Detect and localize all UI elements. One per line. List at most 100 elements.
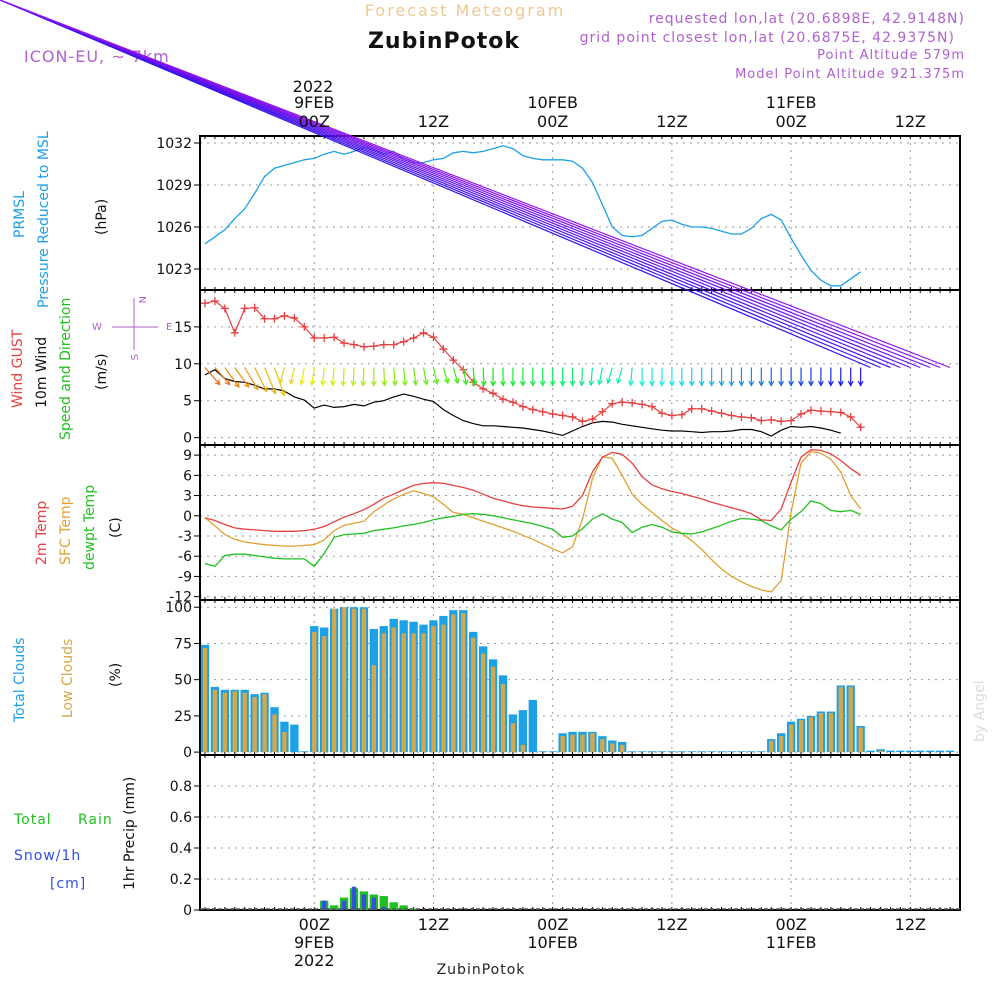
wind-arrow-head [510,380,516,387]
gust-marker [240,304,249,313]
total-cloud-bar [677,751,687,753]
bottom-time-label: 12Z [895,915,926,934]
bottom-time-label: 12Z [656,915,687,934]
wind-arrow-head [500,380,506,387]
y-tick-label: 1023 [156,262,192,278]
gust-marker [528,405,537,414]
low-cloud-bar [480,653,486,753]
bottom-time-label: 9FEB [294,933,334,952]
snow-bar [321,900,327,910]
low-cloud-bar [828,712,834,753]
gust-marker [648,402,657,411]
gust-marker [250,303,259,312]
panel-wind: 0 5 10 15 [0,0,961,447]
gust-marker [757,416,766,425]
gust-marker [677,410,686,419]
gust-marker [538,407,547,416]
gust-marker [826,407,835,416]
low-cloud-bar [262,694,267,753]
gust-marker [657,409,666,418]
gust-marker [349,340,358,349]
wind-direction-arrow [0,0,911,369]
gust-marker [806,406,815,415]
bottom-time-label: 00Z [299,915,330,934]
total-cloud-bar [896,750,905,753]
gust-marker [290,314,299,323]
low-cloud-bar [341,607,347,753]
wind-direction-arrow [322,367,325,386]
precip-snow-label: Snow/1h [14,848,81,864]
gust-marker [220,304,229,313]
gust-marker [608,399,617,408]
watermark: by Angel [972,681,988,742]
rain-bar [379,896,388,910]
y-tick-label: 6 [183,468,192,484]
total-cloud-bar [528,699,537,753]
wind-direction-arrow [581,367,584,386]
low-cloud-bar [312,631,317,753]
wind-direction-arrow [432,367,438,384]
chart-title: Forecast Meteogram [365,1,565,20]
wind-direction-arrow [300,367,305,385]
wind-arrow-head [748,380,755,387]
precip-cm-label: [cm] [50,876,86,892]
cloud-unit: (%) [108,663,124,687]
rain-bar [329,905,339,910]
wind-arrow-head [360,380,367,387]
wind-arrow-head [253,384,259,391]
wind-direction-arrow [403,367,406,386]
gust-marker [489,389,498,398]
gust-marker [230,328,239,337]
wind-direction-arrow [0,0,931,369]
gust-marker [300,322,309,331]
gust-marker [707,407,716,416]
wind-direction-arrow [0,0,901,369]
y-tick-label: -12 [169,590,192,606]
low-cloud-bar [222,692,228,753]
gust-marker [767,415,776,424]
bottom-time-label: 00Z [775,915,806,934]
model-altitude: Model Point Altitude 921.375m [735,67,965,82]
wind-arrow-head [278,378,284,385]
wind-arrow-head [698,380,705,387]
low-cloud-bar [620,744,625,753]
top-hour-label: 12Z [656,112,687,131]
gust-marker [777,417,786,426]
wind-arrow-head [350,380,357,387]
wind-direction-arrow [598,367,603,385]
wind-direction-arrow [289,367,295,384]
model-name: ICON-EU, ~ 7km [24,47,170,66]
wind-direction-arrow [234,367,250,388]
gust-marker [359,342,368,351]
wind-arrow-head [422,379,429,386]
rain-bar [399,905,408,910]
y-tick-label: 1026 [156,220,192,236]
wind-arrow-head [471,380,478,387]
wind-dir-label: Speed and Direction [58,298,74,440]
total-cloud-bar [687,751,696,753]
wind-arrow-head [758,380,765,387]
gust-marker [568,412,577,421]
snow-bar [371,897,377,910]
low-cloud-bar [321,636,327,753]
wind-arrow-head [288,378,295,386]
wind-arrow-head [433,378,440,386]
gust-marker [618,398,627,407]
gust-marker [846,412,855,421]
gust-marker [558,411,567,420]
total-cloud-bar [300,751,309,753]
wind-arrow-head [728,380,735,387]
low-cloud-bar [202,647,208,753]
panel-temperature: -12 -9 -6 -3 0 3 6 9 [169,444,961,606]
wind-arrow-head [659,380,665,387]
total-cloud-bar [637,751,647,753]
wind-direction-arrow [311,367,315,385]
wind-direction-arrow [214,367,231,385]
pressure-label-1: PRMSL [12,191,28,238]
wind-direction-arrow [254,367,268,392]
total-cloud-bar [657,751,667,753]
wind-direction-arrow [0,0,881,369]
wind-direction-arrow [204,367,221,385]
wind-arrow-head [738,380,745,387]
wind-arrow-head [708,380,715,387]
